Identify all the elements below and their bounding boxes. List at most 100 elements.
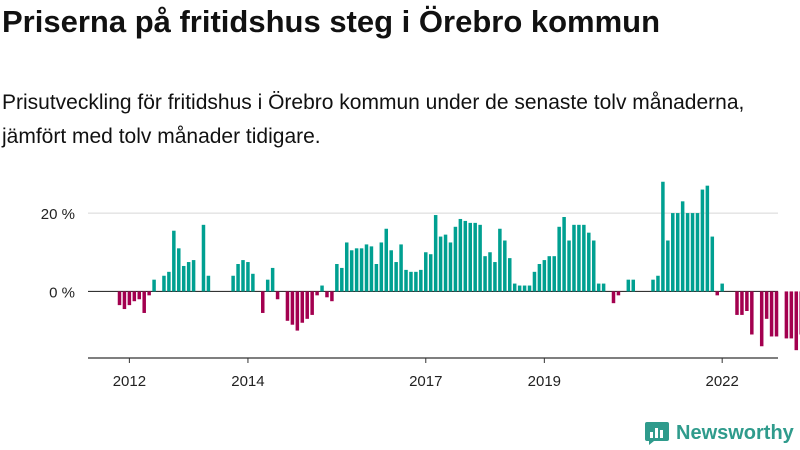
bar — [389, 250, 393, 292]
bar — [774, 291, 779, 337]
bar — [493, 262, 497, 292]
bar — [399, 244, 403, 292]
chart-subtitle: Prisutveckling för fritidshus i Örebro k… — [2, 91, 745, 148]
bar — [512, 283, 517, 292]
bar — [532, 271, 537, 292]
bar — [488, 252, 492, 292]
bar — [117, 291, 122, 306]
bar — [453, 226, 458, 292]
bar — [527, 285, 532, 292]
bar — [419, 269, 423, 292]
newsworthy-logo-icon — [645, 422, 669, 445]
y-tick-label: 0 % — [49, 284, 75, 301]
bar — [567, 240, 571, 292]
bar — [206, 275, 211, 292]
chart-title: Priserna på fritidshus steg i Örebro kom… — [2, 4, 661, 39]
bar — [508, 258, 512, 292]
bar — [591, 240, 596, 292]
bar — [631, 279, 636, 292]
x-tick-label: 2017 — [409, 373, 442, 390]
bar — [715, 291, 719, 296]
bar — [478, 224, 482, 292]
bar — [191, 260, 196, 292]
bar — [557, 226, 561, 292]
bar — [745, 291, 749, 311]
bar — [424, 252, 428, 292]
bar — [122, 291, 127, 310]
bar — [562, 217, 566, 292]
bar — [330, 291, 334, 302]
bar — [300, 291, 305, 323]
bar — [651, 279, 655, 292]
bar — [616, 291, 621, 296]
bar — [177, 248, 181, 292]
bar — [275, 291, 280, 300]
bar — [186, 262, 191, 292]
bar — [671, 213, 675, 292]
bar — [127, 291, 132, 306]
bar — [404, 269, 408, 292]
bar — [582, 224, 586, 292]
bar — [720, 283, 724, 292]
bar — [626, 279, 631, 292]
bar — [231, 275, 235, 292]
bar — [305, 291, 309, 319]
bar — [552, 256, 556, 292]
bar — [320, 285, 324, 292]
bar — [132, 291, 137, 302]
x-tick-label: 2022 — [705, 373, 738, 390]
bar — [137, 291, 142, 300]
bar — [409, 271, 413, 292]
bar — [241, 260, 245, 292]
bar — [498, 228, 502, 292]
bar — [596, 283, 601, 292]
bar — [265, 279, 270, 292]
bar — [587, 232, 591, 292]
bar — [764, 291, 769, 319]
bar — [468, 222, 472, 292]
bar — [147, 291, 151, 296]
bar — [750, 291, 754, 335]
bar — [261, 291, 265, 313]
bar — [463, 220, 468, 292]
x-tick-label: 2012 — [113, 373, 146, 390]
bar — [656, 275, 660, 292]
bar — [685, 213, 690, 292]
bar — [369, 246, 374, 292]
x-tick-label: 2014 — [231, 373, 264, 390]
bar — [759, 291, 764, 347]
bar — [522, 285, 527, 292]
bar — [236, 264, 240, 292]
bar — [572, 224, 576, 292]
bar — [473, 222, 477, 292]
bar — [414, 271, 418, 292]
bar — [483, 256, 487, 292]
bar — [285, 291, 290, 321]
bar — [503, 240, 507, 292]
bar — [384, 228, 389, 292]
bar — [325, 291, 329, 298]
bar — [661, 181, 665, 292]
bar — [152, 279, 156, 292]
bar — [295, 291, 300, 331]
bar — [201, 224, 206, 292]
bar — [251, 273, 255, 292]
bar — [181, 265, 186, 292]
bar — [794, 291, 799, 351]
bar — [344, 242, 349, 292]
bar — [784, 291, 789, 339]
bar — [394, 262, 398, 292]
bar — [379, 242, 384, 292]
brand-name: Newsworthy — [676, 421, 794, 444]
bar — [448, 242, 453, 292]
bar — [443, 234, 448, 292]
bar — [611, 291, 616, 304]
bar — [290, 291, 295, 325]
bar — [172, 230, 176, 292]
bar — [675, 213, 680, 292]
bar — [349, 250, 354, 292]
bar — [364, 244, 369, 292]
bar — [246, 262, 250, 292]
bar — [700, 189, 705, 292]
